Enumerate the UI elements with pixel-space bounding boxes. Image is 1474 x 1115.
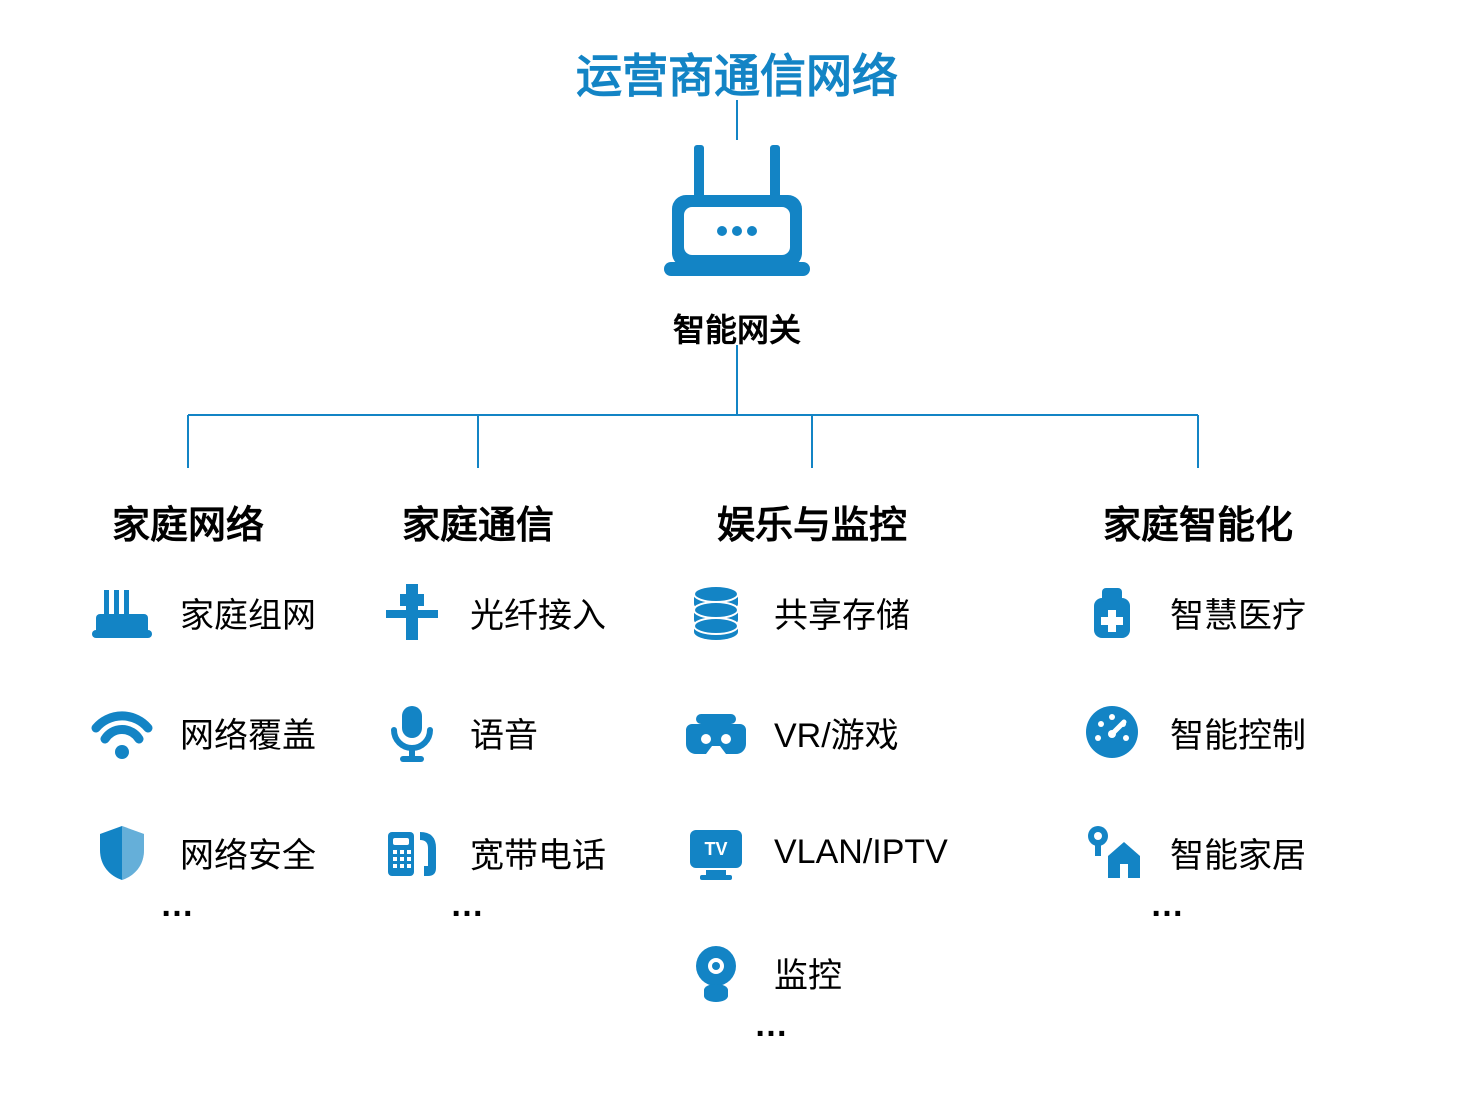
ellipsis-home-network: …	[160, 886, 198, 925]
root-title: 运营商通信网络	[576, 40, 898, 106]
ellipsis-smart-home: …	[1150, 886, 1188, 925]
item-entertainment-1: VR/游戏	[684, 700, 899, 764]
vr-icon	[684, 700, 748, 764]
item-label: 网络覆盖	[180, 708, 316, 757]
item-label: 智能家居	[1170, 828, 1306, 877]
item-smart-home-2: 智能家居	[1080, 820, 1306, 884]
item-home-network-0: 家庭组网	[90, 580, 316, 644]
item-label: VLAN/IPTV	[774, 833, 948, 872]
item-label: 共享存储	[774, 588, 910, 637]
gauge-icon	[1080, 700, 1144, 764]
item-label: 宽带电话	[470, 828, 606, 877]
item-label: 智能控制	[1170, 708, 1306, 757]
item-home-comm-0: 光纤接入	[380, 580, 606, 644]
item-label: 网络安全	[180, 828, 316, 877]
item-label: 智慧医疗	[1170, 588, 1306, 637]
tv-icon: TV	[684, 820, 748, 884]
item-label: 监控	[774, 948, 842, 997]
phone-icon	[380, 820, 444, 884]
category-home-comm: 家庭通信	[402, 494, 554, 549]
mic-icon	[380, 700, 444, 764]
fiber-icon	[380, 580, 444, 644]
category-smart-home: 家庭智能化	[1103, 494, 1293, 549]
item-home-network-1: 网络覆盖	[90, 700, 316, 764]
item-label: 家庭组网	[180, 588, 316, 637]
category-entertainment: 娱乐与监控	[717, 494, 907, 549]
item-entertainment-0: 共享存储	[684, 580, 910, 644]
storage-icon	[684, 580, 748, 644]
item-entertainment-2: TV VLAN/IPTV	[684, 820, 948, 884]
diagram-canvas: { "type": "tree", "canvas": { "width": 1…	[0, 0, 1474, 1115]
item-label: 光纤接入	[470, 588, 606, 637]
medical-icon	[1080, 580, 1144, 644]
item-smart-home-0: 智慧医疗	[1080, 580, 1306, 644]
item-label: 语音	[470, 708, 538, 757]
item-label: VR/游戏	[774, 708, 899, 757]
category-home-network: 家庭网络	[112, 494, 264, 549]
gateway-label: 智能网关	[673, 305, 801, 351]
house-icon	[1080, 820, 1144, 884]
ellipsis-home-comm: …	[450, 886, 488, 925]
camera-icon	[684, 940, 748, 1004]
item-home-network-2: 网络安全	[90, 820, 316, 884]
router-icon	[90, 580, 154, 644]
ellipsis-entertainment: …	[754, 1006, 792, 1045]
shield-icon	[90, 820, 154, 884]
item-home-comm-1: 语音	[380, 700, 538, 764]
item-smart-home-1: 智能控制	[1080, 700, 1306, 764]
item-entertainment-3: 监控	[684, 940, 842, 1004]
svg-text:TV: TV	[704, 839, 727, 859]
wifi-icon	[90, 700, 154, 764]
item-home-comm-2: 宽带电话	[380, 820, 606, 884]
